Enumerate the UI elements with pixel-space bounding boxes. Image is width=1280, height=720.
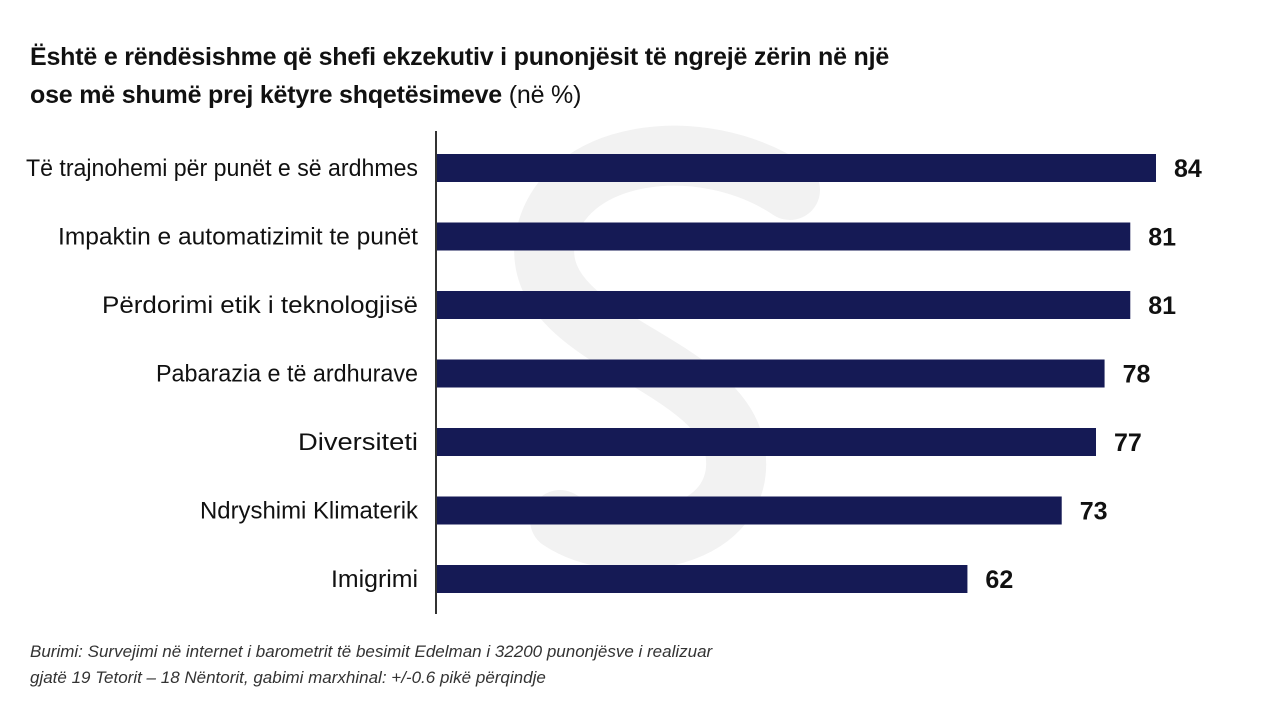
- chart-title: Është e rëndësishme që shefi ekzekutiv i…: [30, 38, 1030, 114]
- bar: [436, 496, 1062, 525]
- title-line-1: Është e rëndësishme që shefi ekzekutiv i…: [30, 43, 890, 71]
- value-label: 84: [1174, 155, 1202, 183]
- bar: [436, 565, 968, 593]
- value-label: 62: [985, 566, 1013, 594]
- bar: [436, 359, 1105, 388]
- source-line-2: gjatë 19 Tetorit – 18 Nëntorit, gabimi m…: [30, 668, 546, 687]
- category-label: Përdorimi etik i teknologjisë: [102, 292, 418, 319]
- watermark-logo: [514, 125, 820, 570]
- category-label: Imigrimi: [331, 566, 418, 593]
- category-label: Ndryshimi Klimaterik: [200, 498, 419, 525]
- category-label: Diversiteti: [298, 429, 418, 456]
- bar: [436, 291, 1131, 319]
- value-label: 81: [1148, 224, 1176, 252]
- value-label: 78: [1123, 361, 1151, 389]
- title-line-2: ose më shumë prej këtyre shqetësimeve: [30, 81, 503, 109]
- category-label: Impaktin e automatizimit te punët: [58, 224, 418, 251]
- value-label: 73: [1080, 498, 1108, 526]
- category-label: Të trajnohemi për punët e së ardhmes: [26, 155, 418, 182]
- bar: [436, 154, 1156, 182]
- source-line-1: Burimi: Survejimi në internet i barometr…: [30, 642, 713, 661]
- value-label: 77: [1114, 429, 1142, 457]
- title-unit: (në %): [508, 81, 582, 109]
- source-note: Burimi: Survejimi në internet i barometr…: [30, 639, 930, 691]
- value-label: 81: [1148, 292, 1176, 320]
- bar: [436, 428, 1096, 456]
- watermark-stroke: [514, 125, 820, 570]
- category-label: Pabarazia e të ardhurave: [156, 361, 418, 388]
- bar: [436, 222, 1131, 251]
